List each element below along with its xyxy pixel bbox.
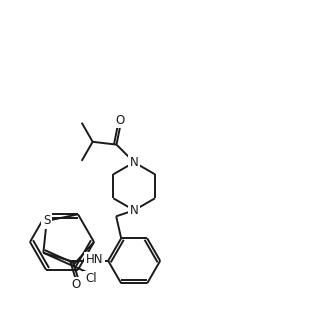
Text: Cl: Cl: [85, 273, 97, 285]
Text: N: N: [130, 204, 139, 217]
Text: N: N: [130, 156, 139, 169]
Text: O: O: [116, 114, 125, 126]
Text: HN: HN: [85, 253, 103, 266]
Text: S: S: [43, 214, 50, 227]
Text: O: O: [71, 279, 81, 291]
